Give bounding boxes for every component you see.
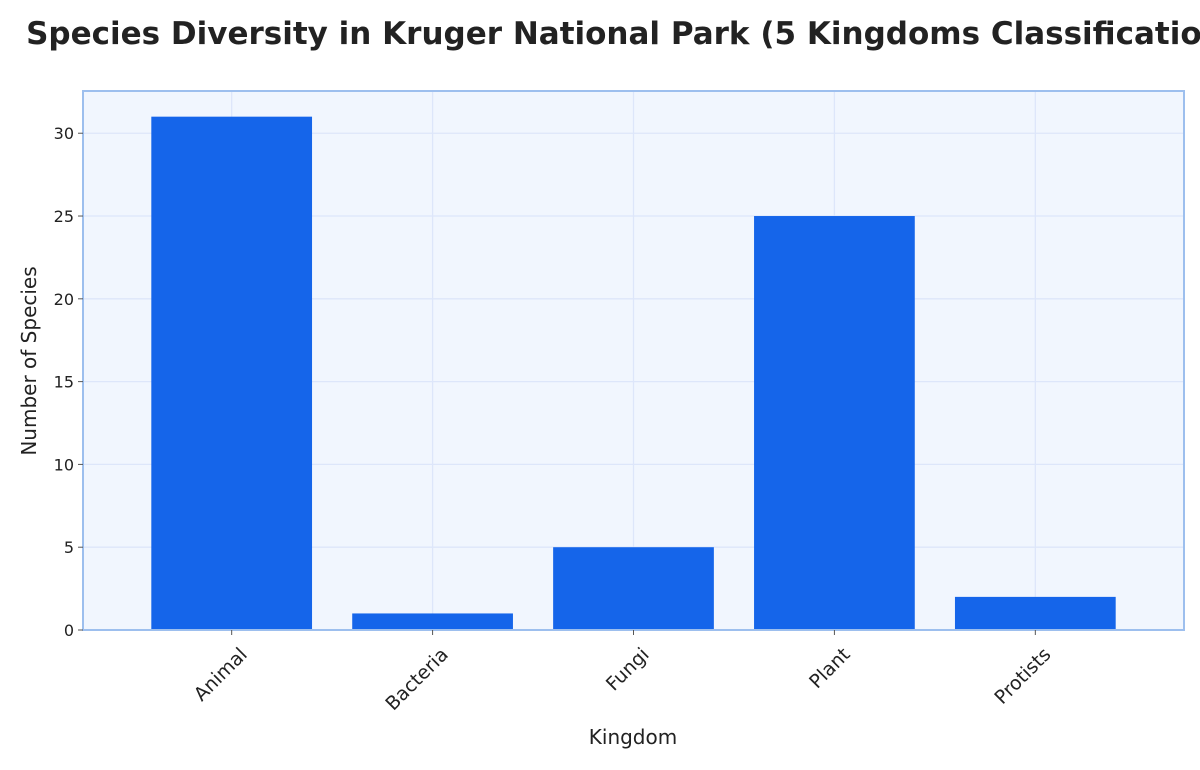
chart-title: Species Diversity in Kruger National Par… — [26, 16, 1200, 52]
x-tick-label: Bacteria — [381, 644, 452, 715]
x-tick-label: Fungi — [602, 644, 654, 696]
bars — [151, 116, 1116, 631]
y-axis-label: Number of Species — [17, 266, 41, 455]
y-tick-label: 0 — [64, 621, 74, 640]
y-tick-label: 10 — [54, 455, 74, 474]
x-axis-ticks: Animal Bacteria Fungi Plant Protists — [190, 630, 1055, 715]
x-tick-label: Plant — [805, 644, 854, 693]
y-tick-label: 15 — [54, 373, 74, 392]
y-tick-label: 30 — [54, 124, 74, 143]
x-tick-label: Protists — [990, 644, 1055, 709]
bar-protists — [954, 596, 1116, 630]
y-tick-label: 5 — [64, 538, 74, 557]
y-tick-label: 20 — [54, 290, 74, 309]
bar-plant — [754, 216, 915, 631]
y-axis-ticks: 0 5 10 15 20 25 30 — [54, 124, 83, 640]
bar-bacteria — [352, 613, 513, 630]
bar-fungi — [553, 547, 714, 630]
bar-animal — [151, 116, 313, 630]
y-tick-label: 25 — [54, 207, 74, 226]
x-axis-label: Kingdom — [589, 725, 677, 749]
x-tick-label: Animal — [190, 644, 252, 706]
